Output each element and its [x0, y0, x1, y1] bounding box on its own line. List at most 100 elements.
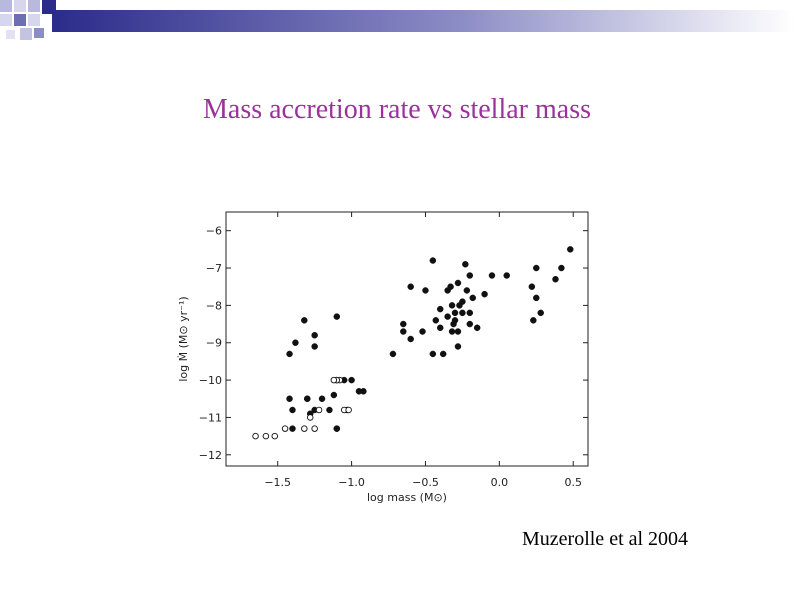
data-point-filled [448, 328, 456, 335]
data-point-filled [447, 283, 454, 290]
data-point-filled [422, 287, 429, 294]
title-decoration [0, 0, 794, 40]
decoration-square [34, 28, 44, 38]
x-tick-label: −1.5 [264, 476, 291, 489]
plot-frame [225, 211, 589, 467]
data-point-filled [466, 309, 474, 317]
data-point-filled [330, 391, 338, 399]
data-point-open [301, 425, 308, 432]
data-point-filled [454, 343, 462, 350]
data-point-filled [481, 290, 488, 298]
data-point-filled [462, 261, 469, 268]
data-point-filled [301, 317, 308, 324]
y-tick-label: −6 [206, 225, 222, 238]
x-axis-label: log mass (M⊙) [367, 491, 447, 504]
data-point-filled [459, 309, 466, 317]
data-point-filled [289, 425, 296, 432]
data-point-filled [286, 350, 293, 358]
y-tick-label: −10 [199, 374, 222, 387]
data-point-filled [326, 406, 333, 414]
data-point-filled [533, 294, 540, 302]
data-point-filled [360, 388, 367, 395]
data-point-filled [463, 287, 471, 294]
data-point-open [271, 432, 279, 440]
decoration-square [6, 30, 15, 39]
data-point-filled [528, 283, 536, 290]
data-point-filled [429, 257, 437, 264]
data-point-filled [400, 328, 407, 335]
y-tick-label: −11 [199, 411, 222, 424]
data-point-open [252, 432, 259, 440]
data-point-filled [454, 328, 462, 335]
data-point-open [281, 425, 289, 432]
data-point-filled [311, 343, 318, 350]
x-tick-label: 0.5 [564, 476, 582, 489]
y-axis: −6 −7 −8 −9 −10 −11 −12 [199, 225, 588, 462]
data-point-filled [454, 279, 462, 287]
decoration-square [0, 0, 12, 12]
data-point-filled [292, 339, 299, 346]
decoration-square [14, 0, 26, 12]
data-point-filled [429, 350, 437, 358]
data-point-filled [451, 309, 459, 317]
data-point-filled [407, 283, 414, 290]
data-point-filled [466, 320, 474, 328]
x-tick-label: −1.0 [338, 476, 365, 489]
data-point-filled [419, 328, 426, 335]
citation-credit: Muzerolle et al 2004 [522, 528, 689, 550]
data-point-filled [432, 317, 440, 324]
data-point-filled [289, 406, 296, 414]
data-point-filled [558, 264, 565, 272]
decoration-square [42, 0, 56, 14]
data-point-filled [537, 309, 544, 317]
data-point-open [345, 406, 352, 414]
data-point-filled [439, 350, 447, 358]
y-tick-label: −7 [206, 262, 222, 275]
data-point-filled [436, 305, 444, 313]
data-points [252, 246, 574, 440]
data-point-filled [451, 317, 459, 324]
data-point-open [262, 432, 270, 440]
data-point-filled [318, 395, 326, 403]
data-point-filled [503, 272, 510, 279]
data-point-filled [459, 298, 466, 305]
data-point-filled [407, 335, 414, 343]
data-point-filled [466, 272, 474, 279]
data-point-filled [348, 376, 355, 384]
data-point-filled [304, 395, 311, 403]
data-point-filled [333, 425, 341, 432]
x-axis: −1.5 −1.0 −0.5 0.0 0.5 [264, 212, 582, 489]
y-tick-label: −8 [206, 299, 222, 312]
data-point-filled [488, 272, 496, 279]
x-tick-label: −0.5 [412, 476, 439, 489]
y-tick-label: −12 [199, 449, 222, 462]
data-point-filled [436, 324, 444, 332]
data-point-filled [311, 332, 318, 339]
data-point-filled [448, 302, 456, 309]
data-point-open [330, 376, 338, 384]
data-point-filled [530, 317, 537, 324]
decoration-square [28, 14, 40, 26]
data-point-open [315, 406, 323, 414]
data-point-filled [567, 246, 574, 253]
y-tick-label: −9 [206, 337, 222, 350]
data-point-filled [444, 313, 451, 320]
y-axis-label: log Ṁ (M⊙ yr⁻¹) [177, 296, 190, 381]
decoration-square [28, 0, 40, 12]
data-point-filled [333, 313, 341, 320]
data-point-filled [389, 350, 397, 358]
data-point-open [311, 425, 318, 432]
x-tick-label: 0.0 [491, 476, 509, 489]
data-point-filled [533, 264, 540, 272]
data-point-filled [469, 294, 477, 302]
data-point-filled [473, 324, 481, 332]
decoration-square [0, 14, 12, 26]
slide-title: Mass accretion rate vs stellar mass [203, 94, 591, 125]
data-point-filled [286, 395, 293, 403]
data-point-filled [552, 275, 559, 283]
data-point-filled [400, 320, 407, 328]
decoration-bar [52, 10, 794, 32]
decoration-square [20, 28, 32, 40]
data-point-open [306, 414, 314, 421]
